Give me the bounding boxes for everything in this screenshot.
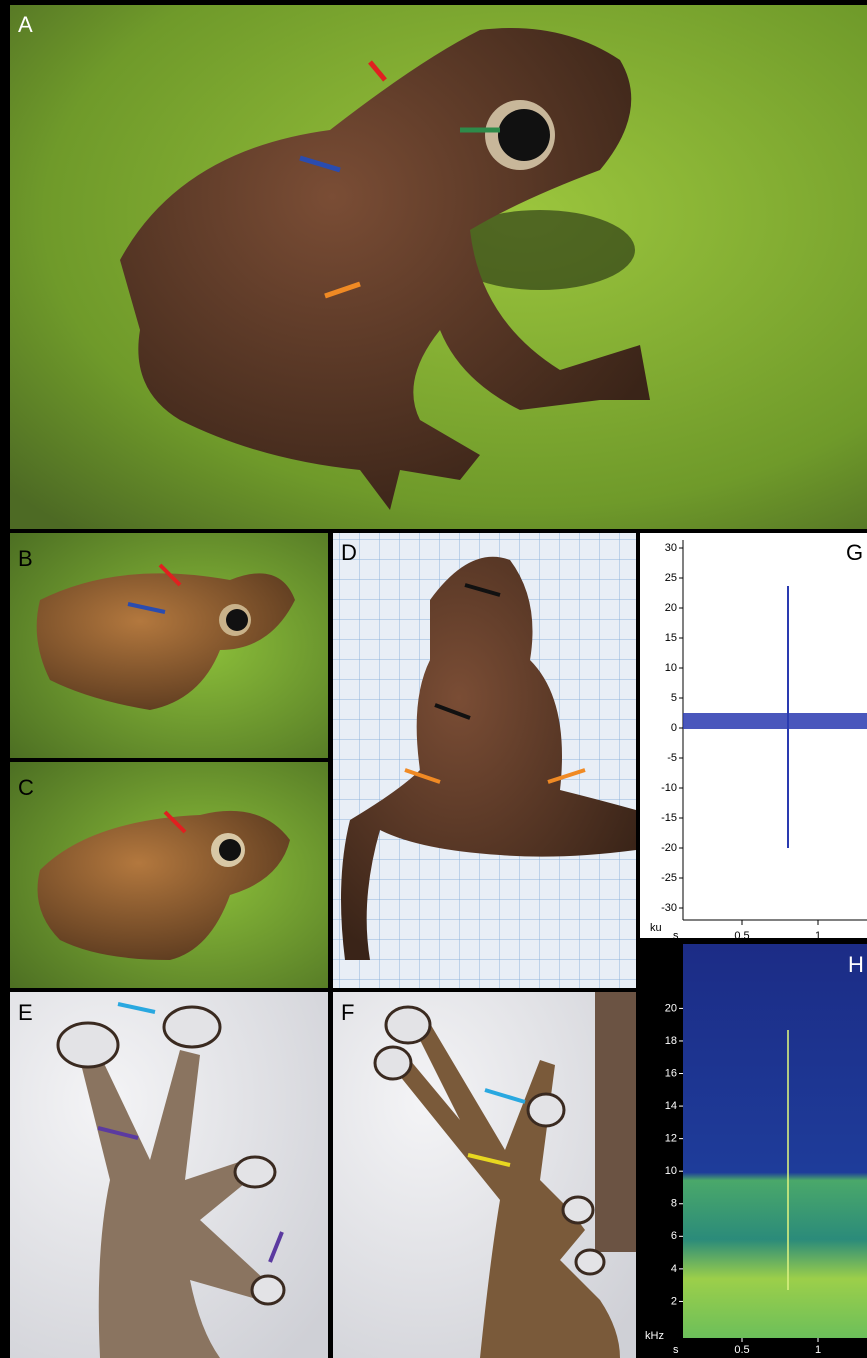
y-tick-label: -30 [661,902,677,914]
y-tick-label: 6 [671,1230,677,1242]
x-tick-label: 0.5 [734,930,749,942]
y-tick-label: 8 [671,1198,677,1210]
photo-a [10,5,867,529]
figure: A B C D E [0,0,867,1358]
x-tick-label: 0.5 [734,1344,749,1356]
panel-label: B [18,546,33,571]
y-tick-label: 30 [665,542,677,554]
y-tick-label: -10 [661,782,677,794]
y-tick-label: 16 [665,1067,677,1079]
panel-label: D [341,540,357,565]
x-tick-label: 1 [815,930,821,942]
panel-label: H [848,952,864,977]
y-tick-label: 10 [665,662,677,674]
panel-label: E [18,1000,33,1025]
y-tick-label: 18 [665,1035,677,1047]
y-tick-label: 0 [671,722,677,734]
y-tick-label: 4 [671,1263,677,1275]
y-tick-label: 20 [665,1002,677,1014]
y-tick-label: 2 [671,1295,677,1307]
panel-label: F [341,1000,354,1025]
photo-d [333,533,636,988]
y-tick-label: 12 [665,1133,677,1145]
y-unit: ku [650,922,662,934]
photo-c [10,762,328,988]
x-tick-label: 1 [815,1344,821,1356]
y-tick-label: 10 [665,1165,677,1177]
panel-label: C [18,775,34,800]
x-unit: s [673,1344,679,1356]
x-unit: s [673,930,679,942]
y-tick-label: 15 [665,632,677,644]
y-tick-label: -20 [661,842,677,854]
y-tick-label: 20 [665,602,677,614]
spectrogram [683,944,867,1338]
y-unit: kHz [645,1330,664,1342]
y-tick-label: 25 [665,572,677,584]
photo-f [333,992,636,1358]
y-tick-label: -15 [661,812,677,824]
y-tick-label: -5 [667,752,677,764]
panel-label: A [18,12,33,37]
y-tick-label: -25 [661,872,677,884]
photo-e [10,992,328,1358]
photo-b [10,533,328,758]
y-tick-label: 14 [665,1100,677,1112]
panel-label: G [846,540,863,565]
y-tick-label: 5 [671,692,677,704]
